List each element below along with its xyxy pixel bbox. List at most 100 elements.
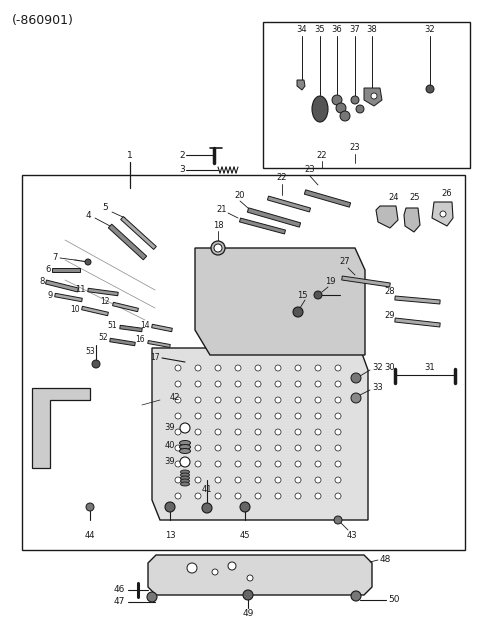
Circle shape (212, 569, 218, 575)
Text: (-860901): (-860901) (12, 14, 74, 27)
Text: 39: 39 (164, 457, 175, 467)
Text: 31: 31 (425, 364, 435, 373)
Ellipse shape (180, 470, 190, 474)
Circle shape (255, 429, 261, 435)
Circle shape (335, 445, 341, 451)
Text: 51: 51 (107, 321, 117, 329)
Circle shape (165, 502, 175, 512)
Circle shape (440, 211, 446, 217)
Bar (263, 22, 470, 168)
Text: 6: 6 (45, 265, 51, 275)
Polygon shape (55, 293, 82, 302)
Circle shape (295, 381, 301, 387)
Circle shape (215, 397, 221, 403)
Circle shape (315, 477, 321, 483)
Bar (22, 175, 465, 550)
Text: 27: 27 (340, 258, 350, 266)
Polygon shape (110, 338, 135, 346)
Text: 14: 14 (140, 321, 150, 329)
Circle shape (275, 365, 281, 371)
Text: 22: 22 (277, 173, 287, 182)
Circle shape (275, 493, 281, 499)
Circle shape (215, 493, 221, 499)
Ellipse shape (180, 482, 190, 486)
Circle shape (335, 493, 341, 499)
Circle shape (426, 85, 434, 93)
Text: 25: 25 (410, 192, 420, 202)
Polygon shape (297, 80, 305, 90)
Circle shape (295, 461, 301, 467)
Text: 22: 22 (317, 150, 327, 160)
Text: 29: 29 (385, 311, 395, 319)
Polygon shape (240, 218, 286, 234)
Circle shape (195, 397, 201, 403)
Circle shape (175, 461, 181, 467)
Polygon shape (432, 202, 453, 226)
Circle shape (275, 397, 281, 403)
Circle shape (175, 493, 181, 499)
Circle shape (255, 445, 261, 451)
Polygon shape (108, 224, 147, 260)
Circle shape (356, 105, 364, 113)
Circle shape (235, 477, 241, 483)
Text: 43: 43 (347, 530, 357, 540)
Circle shape (215, 445, 221, 451)
Text: 3: 3 (179, 165, 185, 175)
Text: 41: 41 (202, 485, 212, 494)
Text: 38: 38 (367, 26, 377, 34)
Text: 12: 12 (100, 298, 110, 306)
Circle shape (255, 477, 261, 483)
Text: 47: 47 (114, 598, 125, 607)
Text: 23: 23 (350, 144, 360, 152)
Text: 2: 2 (180, 150, 185, 160)
Polygon shape (120, 325, 142, 332)
Circle shape (332, 95, 342, 105)
Text: 39: 39 (164, 424, 175, 432)
Circle shape (351, 591, 361, 601)
Circle shape (86, 503, 94, 511)
Circle shape (175, 477, 181, 483)
Text: 15: 15 (297, 291, 307, 300)
Circle shape (235, 365, 241, 371)
Text: 4: 4 (85, 210, 91, 220)
Polygon shape (364, 88, 382, 106)
Circle shape (255, 493, 261, 499)
Circle shape (275, 461, 281, 467)
Text: 49: 49 (242, 610, 254, 618)
Ellipse shape (180, 449, 191, 454)
Circle shape (215, 477, 221, 483)
Circle shape (195, 413, 201, 419)
Circle shape (215, 461, 221, 467)
Ellipse shape (180, 441, 191, 446)
Circle shape (334, 516, 342, 524)
Text: 13: 13 (165, 530, 175, 540)
Circle shape (315, 381, 321, 387)
Polygon shape (52, 268, 80, 272)
Text: 9: 9 (48, 291, 53, 300)
Text: 19: 19 (325, 278, 335, 286)
Circle shape (295, 397, 301, 403)
Circle shape (314, 291, 322, 299)
Text: 46: 46 (114, 585, 125, 595)
Ellipse shape (180, 444, 191, 449)
Text: 32: 32 (425, 26, 435, 34)
Circle shape (214, 244, 222, 252)
Text: 10: 10 (70, 306, 80, 314)
Circle shape (335, 477, 341, 483)
Circle shape (335, 461, 341, 467)
Text: 32: 32 (372, 364, 383, 373)
Circle shape (195, 429, 201, 435)
Circle shape (295, 445, 301, 451)
Text: 11: 11 (75, 286, 85, 295)
Circle shape (315, 445, 321, 451)
Text: 24: 24 (389, 192, 399, 202)
Circle shape (175, 365, 181, 371)
Text: 17: 17 (150, 354, 160, 363)
Circle shape (255, 365, 261, 371)
Circle shape (315, 429, 321, 435)
Circle shape (175, 445, 181, 451)
Text: 36: 36 (332, 26, 342, 34)
Text: 5: 5 (102, 203, 108, 213)
Circle shape (315, 413, 321, 419)
Circle shape (315, 365, 321, 371)
